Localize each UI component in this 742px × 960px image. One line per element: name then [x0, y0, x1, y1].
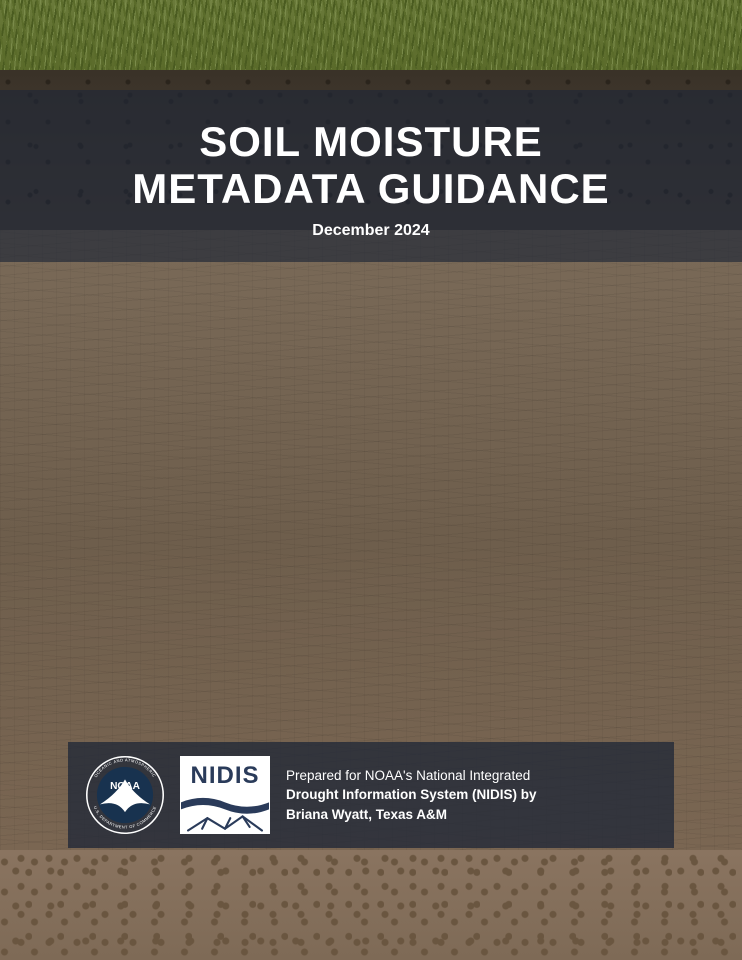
credit-line-1: Prepared for NOAA's National Integrated [286, 766, 537, 786]
title-line-1: SOIL MOISTURE [199, 118, 543, 165]
title-line-2: METADATA GUIDANCE [132, 165, 609, 212]
credit-block: Prepared for NOAA's National Integrated … [286, 766, 537, 825]
title-banner: SOIL MOISTURE METADATA GUIDANCE December… [0, 90, 742, 262]
document-date: December 2024 [20, 222, 722, 240]
noaa-logo-icon: NOAA OCEANIC AND ATMOSPHERIC U.S. DEPART… [86, 756, 164, 834]
nidis-logo-text: NIDIS [180, 756, 270, 790]
credit-line-2: Drought Information System (NIDIS) by [286, 785, 537, 805]
document-title: SOIL MOISTURE METADATA GUIDANCE [20, 118, 722, 212]
credit-line-3: Briana Wyatt, Texas A&M [286, 805, 537, 825]
bg-grass-band [0, 0, 742, 72]
bg-loose-dirt [0, 850, 742, 960]
footer-banner: NOAA OCEANIC AND ATMOSPHERIC U.S. DEPART… [68, 742, 674, 848]
nidis-logo-icon: NIDIS [180, 756, 270, 834]
document-cover: SOIL MOISTURE METADATA GUIDANCE December… [0, 0, 742, 960]
noaa-logo-text: NOAA [110, 781, 140, 792]
